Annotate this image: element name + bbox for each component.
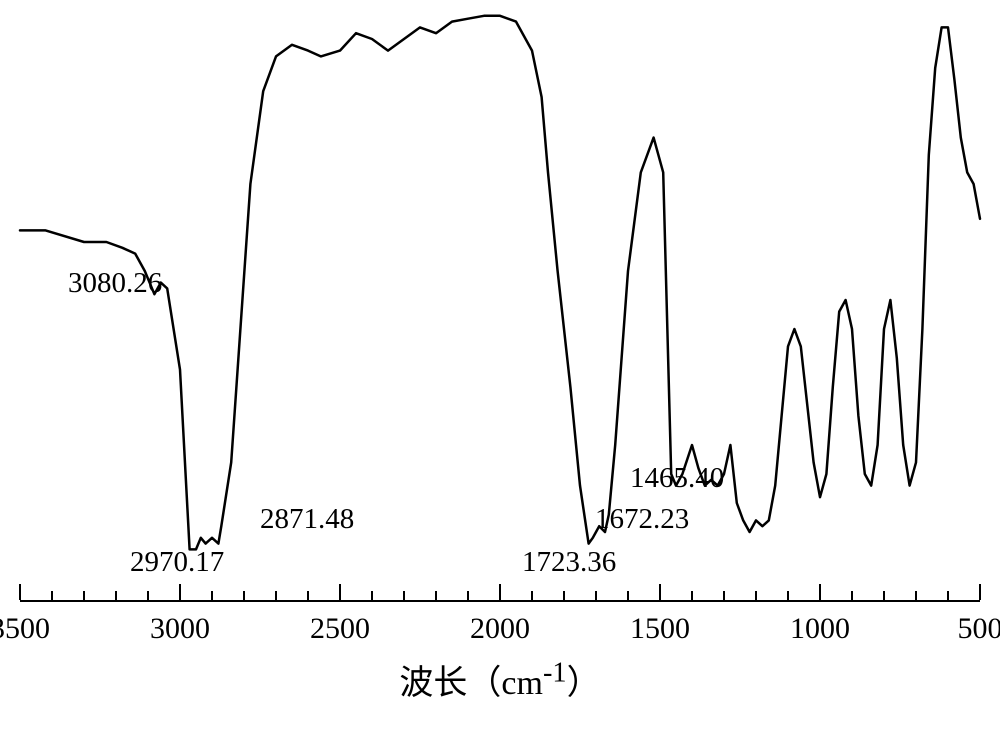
- spectrum-path: [20, 16, 980, 550]
- spectrum-line: [0, 0, 1000, 739]
- ir-spectrum-chart: 350030002500200015001000500 波长（cm-1） 308…: [0, 0, 1000, 739]
